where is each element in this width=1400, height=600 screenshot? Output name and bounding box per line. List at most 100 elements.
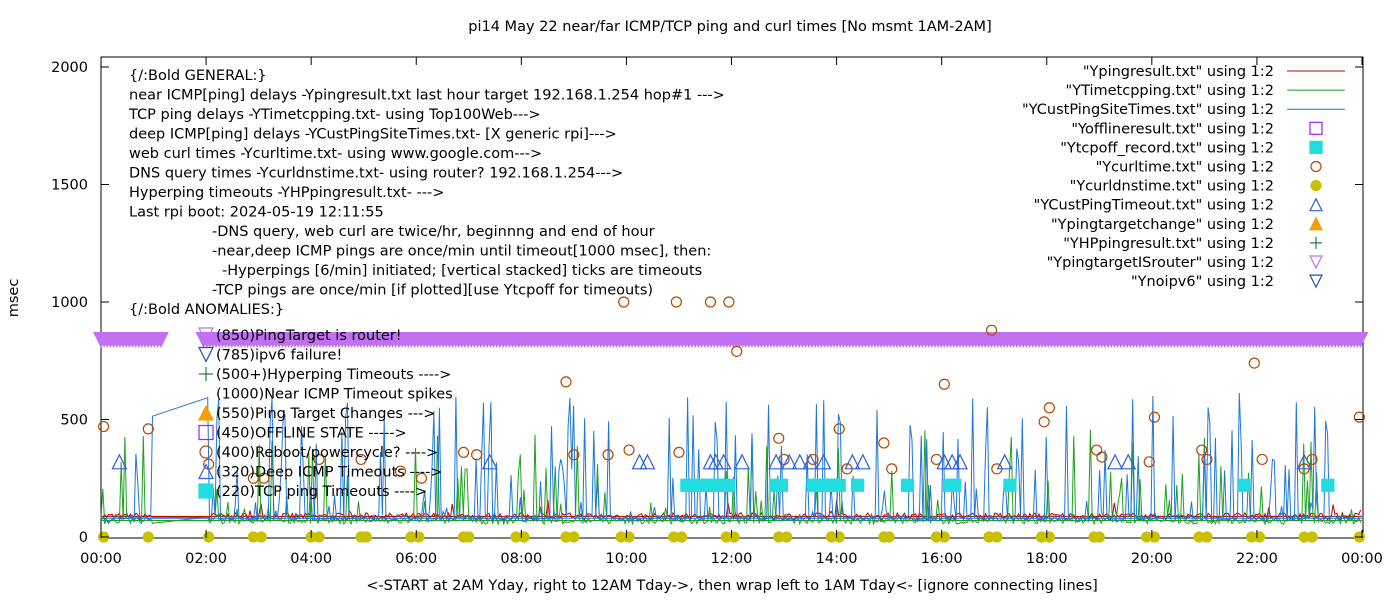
curltime-point <box>560 376 572 388</box>
deep-timeout-point <box>1120 453 1137 470</box>
dns-point <box>675 531 688 543</box>
dns-point <box>728 531 740 543</box>
x-tick-label: 04:00 <box>290 551 332 567</box>
anomaly-marker <box>198 463 214 480</box>
dns-point <box>991 531 1003 543</box>
deep-timeout-point <box>815 453 832 470</box>
note-line: deep ICMP[ping] delays -YCustPingSiteTim… <box>129 127 617 143</box>
x-tick-label: 06:00 <box>395 551 437 567</box>
anomaly-marker <box>198 327 214 344</box>
curltime-point <box>355 453 367 466</box>
curltime-point <box>878 437 890 449</box>
deep-timeout-point <box>639 453 656 470</box>
dns-point <box>1253 531 1266 543</box>
note-line: {/:Bold ANOMALIES:} <box>129 302 284 318</box>
curltime-point <box>1148 411 1161 423</box>
legend-label: "YHPpingresult.txt" using 1:2 <box>1063 236 1274 252</box>
legend-swatch <box>1309 216 1323 231</box>
curltime-point <box>1096 451 1108 463</box>
legend-swatch <box>1309 197 1323 212</box>
curltime-point <box>142 423 154 435</box>
anomaly-label: (850)PingTarget is router! <box>216 328 402 344</box>
legend-label: "Ypingtargetchange" using 1:2 <box>1051 217 1274 233</box>
legend-label: "YCustPingTimeout.txt" using 1:2 <box>1034 198 1274 214</box>
anomaly-label: (220)TCP ping Timeouts ----> <box>216 484 427 500</box>
legend: "Ypingresult.txt" using 1:2 "YTimetcpping… <box>1022 64 1345 290</box>
legend-label: "Yofflineresult.txt" using 1:2 <box>1071 121 1274 137</box>
note-line: TCP ping delays -YTimetcpping.txt- using… <box>128 107 541 123</box>
note-line: -DNS query, web curl are twice/hr, begin… <box>212 224 655 240</box>
anomaly-label: (450)OFFLINE STATE -----> <box>216 426 407 442</box>
y-tick-label: 1000 <box>51 295 88 311</box>
legend-label: "YCustPingSiteTimes.txt" using 1:2 <box>1022 102 1274 118</box>
x-tick-label: 20:00 <box>1131 551 1173 567</box>
anomaly-marker <box>198 346 214 363</box>
curltime-point <box>1256 453 1268 466</box>
legend-swatch <box>1310 180 1322 192</box>
curltime-point <box>313 453 325 466</box>
dns-point <box>463 531 475 543</box>
legend-label: "YTimetcpping.txt" using 1:2 <box>1066 83 1274 99</box>
legend-label: "Ypingresult.txt" using 1:2 <box>1083 64 1274 80</box>
x-tick-label: 02:00 <box>185 551 227 567</box>
anomaly-label: (1000)Near ICMP Timeout spikes <box>216 387 453 403</box>
curltime-point <box>731 345 743 357</box>
dns-point <box>1043 531 1055 543</box>
curltime-point <box>602 449 614 461</box>
legend-swatch <box>1309 255 1323 270</box>
curltime-point <box>568 449 580 461</box>
dns-point <box>938 531 950 543</box>
anomaly-label: (400)Reboot/powercycle? ----> <box>216 445 438 461</box>
tcp-timeout-point <box>1237 478 1251 492</box>
legend-swatch <box>1310 236 1322 249</box>
series-layer <box>100 392 1362 526</box>
router-marker <box>152 332 169 348</box>
curltime-point <box>1091 444 1103 456</box>
tcp-timeout-point <box>948 478 962 492</box>
dns-point <box>255 531 267 543</box>
deep-timeout-point <box>702 453 719 470</box>
dns-point <box>883 531 895 543</box>
deep-timeout-point <box>734 453 750 470</box>
tcp-timeout-point <box>832 478 846 492</box>
deep-timeout-point <box>944 453 961 470</box>
x-tick-label: 10:00 <box>606 551 648 567</box>
legend-swatch <box>1309 121 1323 135</box>
deep-timeout-point <box>481 453 498 470</box>
note-line: -near,deep ICMP pings are once/min until… <box>212 244 711 260</box>
curltime-point <box>938 378 950 390</box>
anomaly-marker <box>199 367 213 381</box>
x-tick-label: 12:00 <box>711 551 753 567</box>
x-tick-label: 14:00 <box>816 551 858 567</box>
deep-timeout-point <box>111 453 128 470</box>
deep-timeout-point <box>791 453 808 470</box>
curltime-point <box>704 296 717 308</box>
dns-point <box>1148 531 1161 543</box>
deep-timeout-point <box>768 453 785 470</box>
curltime-point <box>415 472 428 484</box>
tcp-timeout-point <box>850 478 865 492</box>
deep-timeout-point <box>631 453 648 470</box>
note-line: -TCP pings are once/min [if plotted][use… <box>212 283 653 299</box>
note-line: web curl times -Ycurltime.txt- using www… <box>129 146 542 162</box>
anomaly-marker <box>198 404 214 421</box>
router-marker <box>1352 332 1369 348</box>
dns-point <box>203 531 215 543</box>
anomaly-label: (785)ipv6 failure! <box>216 348 342 364</box>
anomaly-marker <box>198 483 214 499</box>
anomaly-label: (500+)Hyperping Timeouts ----> <box>216 367 451 383</box>
note-line: Last rpi boot: 2024-05-19 12:11:55 <box>129 205 384 221</box>
curltime-point <box>1196 444 1208 456</box>
x-axis-label: <-START at 2AM Yday, right to 12AM Tday-… <box>366 578 1098 594</box>
dns-point <box>518 531 530 543</box>
curltime-point <box>471 449 483 461</box>
dns-point <box>833 531 845 543</box>
curltime-point <box>673 446 685 458</box>
curltime-point <box>723 296 735 308</box>
legend-label: "Ycurltime.txt" using 1:2 <box>1096 160 1274 176</box>
deep-timeout-point <box>936 453 953 470</box>
y-tick-label: 2000 <box>51 60 88 76</box>
curltime-point <box>258 472 270 484</box>
legend-label: "Ynoipv6" using 1:2 <box>1131 274 1274 290</box>
